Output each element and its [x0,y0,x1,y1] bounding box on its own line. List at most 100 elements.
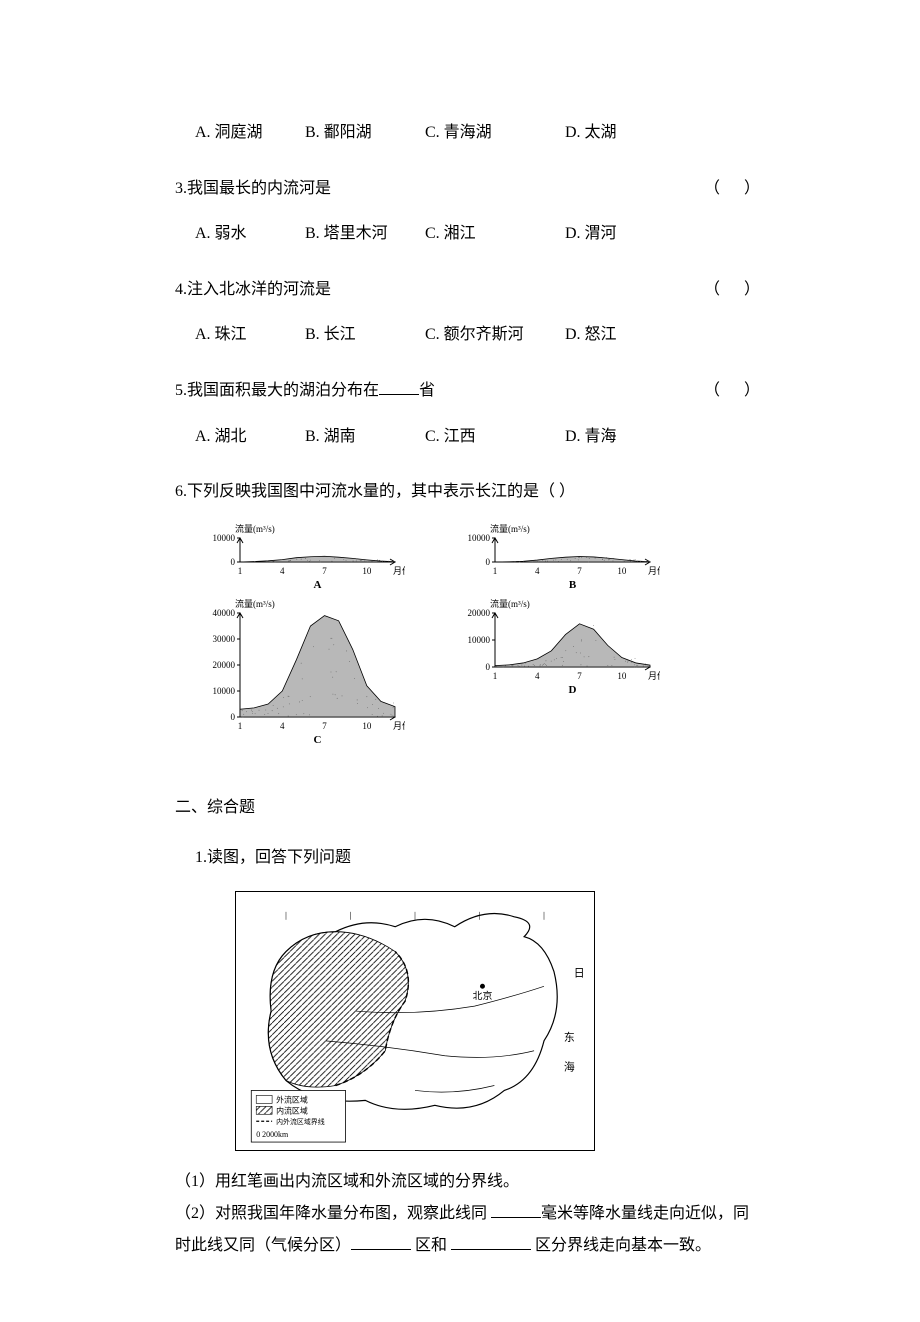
svg-text:北京: 北京 [473,989,493,1002]
svg-text:A: A [314,579,322,590]
question-stem: 5.我国面积最大的湖泊分布在 省 [175,378,704,404]
svg-text:流量(m³/s): 流量(m³/s) [490,523,530,534]
option-c: C. 青海湖 [425,120,565,146]
question-3: 3.我国最长的内流河是 （ ） A. 弱水 B. 塔里木河 C. 湘江 D. 渭… [175,176,760,247]
option-d: D. 渭河 [565,221,665,247]
part-1: （1）用红笔画出内流区域和外流区域的分界线。 [175,1166,760,1198]
svg-text:0: 0 [486,662,491,672]
option-a: A. 珠江 [195,322,305,348]
svg-text:0: 0 [231,557,236,567]
options-row: A. 洞庭湖 B. 鄱阳湖 C. 青海湖 D. 太湖 [175,120,760,146]
options-row: A. 珠江 B. 长江 C. 额尔齐斯河 D. 怒江 [175,322,760,348]
svg-text:东: 东 [564,1031,575,1044]
question-text-before: 我国面积最大的湖泊分布在 [187,382,379,399]
svg-text:7: 7 [322,721,327,731]
svg-text:30000: 30000 [213,634,236,644]
fill-blank [351,1249,411,1250]
svg-text:10000: 10000 [468,533,491,543]
options-row: A. 湖北 B. 湖南 C. 江西 D. 青海 [175,424,760,450]
svg-text:10000: 10000 [213,686,236,696]
question-stem: 4.注入北冰洋的河流是 [175,277,704,303]
svg-text:0: 0 [231,712,236,722]
part-2-text-4: 区分界线走向基本一致。 [531,1237,711,1254]
svg-text:流量(m³/s): 流量(m³/s) [490,598,530,609]
svg-text:4: 4 [535,671,540,681]
svg-text:日: 日 [574,967,585,979]
option-d: D. 青海 [565,424,665,450]
option-b: B. 塔里木河 [305,221,425,247]
svg-text:海: 海 [564,1060,575,1074]
svg-text:7: 7 [577,566,582,576]
svg-text:1: 1 [493,566,498,576]
svg-text:B: B [569,579,577,590]
china-drainage-map: 北京东日海外流区域内流区域内外流区域界线0 2000km [235,891,595,1151]
svg-text:10000: 10000 [468,635,491,645]
svg-text:0 2000km: 0 2000km [256,1130,289,1139]
svg-text:1: 1 [238,721,243,731]
svg-text:10: 10 [362,721,372,731]
option-a: A. 洞庭湖 [195,120,305,146]
svg-text:外流区域: 外流区域 [276,1094,308,1104]
option-d: D. 太湖 [565,120,665,146]
part-2-text-1: （2）对照我国年降水量分布图，观察此线同 [175,1205,491,1222]
svg-text:4: 4 [535,566,540,576]
answer-paren: （ ） [704,176,760,202]
question-stem: 3.我国最长的内流河是 [175,176,704,202]
question-5: 5.我国面积最大的湖泊分布在 省 （ ） A. 湖北 B. 湖南 C. 江西 D.… [175,378,760,449]
svg-text:20000: 20000 [468,608,491,618]
svg-text:0: 0 [486,557,491,567]
fill-blank [451,1249,531,1250]
svg-text:D: D [569,684,577,695]
svg-text:1: 1 [493,671,498,681]
part-2-text-3: 区和 [411,1237,451,1254]
svg-text:月份: 月份 [393,720,405,731]
section-2-heading: 二、综合题 [175,795,760,821]
option-b: B. 湖南 [305,424,425,450]
question-number: 3. [175,180,187,197]
svg-text:内流区域: 内流区域 [276,1105,308,1115]
sub-parts: （1）用红笔画出内流区域和外流区域的分界线。 （2）对照我国年降水量分布图，观察… [175,1166,760,1262]
question-text-after: 省 [419,382,435,399]
question-4: 4.注入北冰洋的河流是 （ ） A. 珠江 B. 长江 C. 额尔齐斯河 D. … [175,277,760,348]
svg-text:流量(m³/s): 流量(m³/s) [235,598,275,609]
svg-text:1: 1 [238,566,243,576]
svg-text:流量(m³/s): 流量(m³/s) [235,523,275,534]
svg-text:10: 10 [617,566,627,576]
svg-text:10000: 10000 [213,533,236,543]
question-text: 注入北冰洋的河流是 [187,281,331,298]
svg-text:10: 10 [617,671,627,681]
question-stem: 6.下列反映我国图中河流水量的，其中表示长江的是（ ） [175,479,760,505]
option-d: D. 怒江 [565,322,665,348]
option-b: B. 长江 [305,322,425,348]
chart-panel-a: 流量(m³/s) 0 10000 1 4 7 10 月份 A [195,520,420,590]
svg-text:月份: 月份 [648,670,660,681]
question-number: 6. [175,483,187,500]
question-number: 5. [175,382,187,399]
svg-text:40000: 40000 [213,608,236,618]
svg-text:7: 7 [577,671,582,681]
question-text: 我国最长的内流河是 [187,180,331,197]
options-row: A. 弱水 B. 塔里木河 C. 湘江 D. 渭河 [175,221,760,247]
svg-text:月份: 月份 [393,565,405,576]
svg-text:10: 10 [362,566,372,576]
option-a: A. 湖北 [195,424,305,450]
part-2: （2）对照我国年降水量分布图，观察此线同 毫米等降水量线走向近似，同时此线又同（… [175,1198,760,1262]
chart-panel-d: 流量(m³/s) 0 10000 20000 1 4 7 10 月份 D [450,595,675,745]
svg-text:7: 7 [322,566,327,576]
question-2-options: A. 洞庭湖 B. 鄱阳湖 C. 青海湖 D. 太湖 [175,120,760,146]
answer-paren: （ ） [704,378,760,404]
answer-paren: （ ） [704,277,760,303]
fill-blank [379,379,419,395]
svg-text:4: 4 [280,721,285,731]
option-c: C. 额尔齐斯河 [425,322,565,348]
option-a: A. 弱水 [195,221,305,247]
svg-text:C: C [314,734,322,745]
fill-blank [491,1217,541,1218]
svg-text:4: 4 [280,566,285,576]
question-text: 下列反映我国图中河流水量的，其中表示长江的是（ ） [187,483,575,500]
svg-text:20000: 20000 [213,660,236,670]
hydrograph-charts: 流量(m³/s)01000014710月份A 流量(m³/s)010000147… [195,520,675,745]
chart-panel-b: 流量(m³/s) 0 10000 1 4 7 10 月份 B [450,520,675,590]
svg-text:月份: 月份 [648,565,660,576]
option-c: C. 湘江 [425,221,565,247]
